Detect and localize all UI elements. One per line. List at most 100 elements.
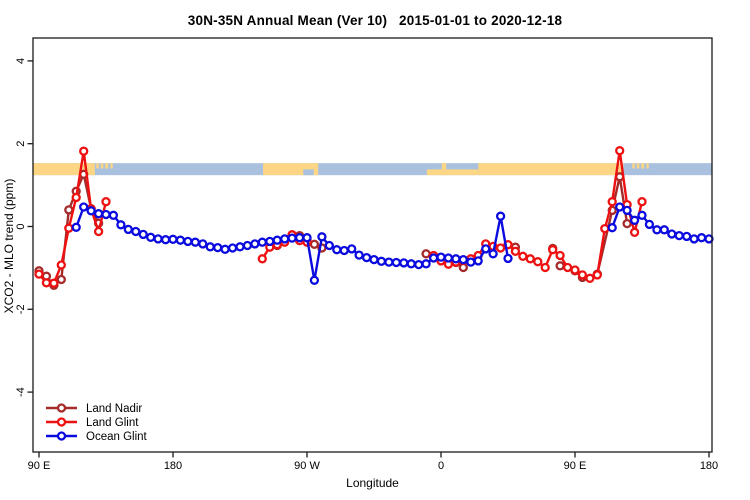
data-point	[220, 244, 230, 254]
data-point	[540, 262, 550, 273]
data-point	[481, 244, 491, 254]
x-tick-label: 90 W	[294, 460, 320, 472]
data-point	[674, 230, 684, 241]
data-point	[577, 270, 588, 280]
data-point	[414, 259, 424, 270]
data-point	[615, 202, 625, 212]
land-segment-tunisia	[441, 163, 447, 176]
data-point	[257, 237, 267, 247]
data-point	[86, 206, 96, 216]
x-tick-label: 0	[438, 460, 444, 472]
data-point	[659, 225, 669, 235]
data-point	[265, 236, 275, 247]
data-point	[332, 245, 342, 255]
data-point	[324, 240, 334, 251]
data-point	[227, 243, 238, 253]
data-point	[160, 235, 171, 245]
data-point	[116, 220, 126, 230]
data-point	[235, 242, 245, 252]
data-point	[41, 278, 52, 288]
legend-marker	[56, 431, 67, 441]
data-point	[466, 257, 476, 267]
data-point	[309, 239, 320, 249]
data-point	[294, 233, 305, 243]
land-segment-japan-islands	[636, 163, 640, 169]
data-point	[495, 243, 506, 253]
data-point	[421, 249, 431, 259]
data-point	[272, 235, 282, 245]
data-point	[548, 245, 558, 255]
data-point	[56, 274, 66, 285]
data-point	[56, 260, 66, 270]
data-point	[629, 215, 640, 225]
data-point	[183, 236, 193, 247]
y-tick-label: 4	[15, 58, 27, 64]
data-point	[257, 254, 267, 264]
data-point	[361, 252, 372, 263]
data-point	[555, 250, 565, 261]
y-tick-label: -4	[15, 387, 27, 397]
y-tick-label: 0	[15, 223, 27, 229]
data-point	[49, 278, 59, 288]
data-point	[79, 146, 89, 156]
data-point	[34, 269, 44, 279]
data-point	[488, 249, 498, 259]
chart-title: 30N-35N Annual Mean (Ver 10) 2015-01-01 …	[187, 13, 563, 28]
data-point	[503, 253, 513, 264]
data-point	[458, 254, 468, 265]
data-point	[153, 234, 163, 244]
data-point	[354, 250, 364, 260]
legend-item-land-glint: Land Glint	[46, 417, 139, 429]
data-point	[205, 242, 215, 252]
data-point	[376, 256, 387, 266]
x-tick-label: 90 E	[564, 460, 587, 472]
data-point	[696, 233, 707, 243]
data-point	[585, 273, 595, 283]
x-axis-label: Longitude	[346, 476, 399, 490]
data-point	[101, 197, 111, 207]
x-tick-label: 90 E	[28, 460, 51, 472]
data-point	[287, 233, 297, 243]
land-segment-japan-islands	[632, 163, 635, 169]
data-point	[421, 259, 431, 269]
data-point	[600, 223, 610, 234]
data-point	[682, 231, 692, 242]
ocean-notch-gulf-of-mexico	[303, 169, 314, 176]
data-point	[198, 239, 208, 249]
data-point	[317, 232, 327, 242]
data-point	[562, 262, 573, 273]
series-line	[74, 205, 510, 282]
data-point	[138, 229, 148, 240]
land-segment-north-africa-mediterranean	[426, 169, 479, 176]
data-point	[495, 211, 506, 221]
data-point	[93, 209, 104, 219]
series-line	[596, 175, 629, 276]
data-point	[525, 254, 535, 264]
data-point	[473, 256, 483, 266]
data-point	[443, 253, 454, 263]
data-point	[689, 234, 699, 244]
data-point	[108, 210, 119, 220]
data-point	[242, 240, 253, 251]
x-tick-label: 180	[700, 460, 718, 472]
data-point	[607, 197, 617, 207]
data-point	[79, 202, 89, 212]
data-point	[190, 237, 200, 247]
legend-marker	[56, 417, 67, 427]
legend-marker	[56, 403, 67, 413]
legend-label: Land Glint	[86, 417, 139, 429]
data-point	[131, 226, 141, 237]
data-point	[71, 222, 81, 232]
plot-border	[32, 37, 713, 453]
data-point	[637, 197, 647, 207]
data-point	[146, 232, 156, 242]
y-tick-label: -2	[15, 304, 27, 314]
data-series	[34, 146, 714, 290]
data-point	[667, 229, 677, 239]
data-point	[652, 225, 662, 235]
data-point	[391, 257, 401, 268]
data-point	[644, 219, 655, 230]
axes: 90 E 180 90 W 0 90 E 180 4 2 0 -2 -4	[15, 37, 718, 472]
land-segment-middle-east-asia	[478, 163, 624, 176]
